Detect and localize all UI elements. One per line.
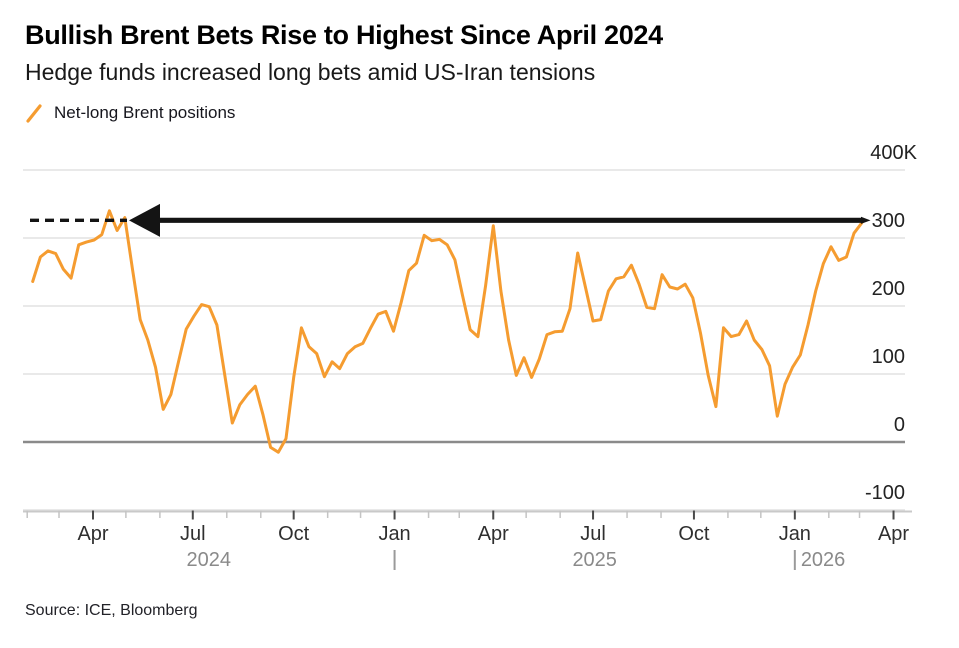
chart-title: Bullish Brent Bets Rise to Highest Since…: [25, 20, 663, 50]
y-axis-label: 400K: [870, 142, 917, 164]
net-long-brent-line: [31, 209, 864, 454]
chart-subtitle: Hedge funds increased long bets amid US-…: [25, 59, 596, 85]
x-axis-month-label: Jan: [779, 523, 811, 545]
x-axis-month-label: Jul: [180, 523, 206, 545]
x-axis-month-label: Jul: [580, 523, 606, 545]
x-axis-month-label: Apr: [478, 523, 509, 545]
y-axis-label: -100: [865, 482, 905, 504]
legend-label: Net-long Brent positions: [54, 103, 236, 122]
x-axis-year-label: 2024: [187, 549, 232, 571]
annotation-arrowhead: [129, 203, 160, 237]
y-axis-label: 0: [894, 414, 905, 436]
x-axis-month-label: Jan: [378, 523, 410, 545]
x-axis-month-label: Oct: [278, 523, 310, 545]
y-axis-label: 100: [872, 346, 905, 368]
y-axis-label: 200: [872, 278, 905, 300]
x-axis-month-label: Apr: [878, 523, 909, 545]
x-axis-year-label: 2026: [801, 549, 846, 571]
x-axis-year-label: 2025: [572, 549, 617, 571]
legend: Net-long Brent positions: [25, 102, 235, 124]
annotation-arrow-tail-point: [861, 216, 871, 224]
x-axis-month-label: Apr: [77, 523, 108, 545]
source-credit: Source: ICE, Bloomberg: [25, 602, 198, 619]
y-axis-label: 300: [872, 210, 905, 232]
x-axis-month-label: Oct: [678, 523, 710, 545]
orange-slash-icon: [26, 104, 42, 123]
